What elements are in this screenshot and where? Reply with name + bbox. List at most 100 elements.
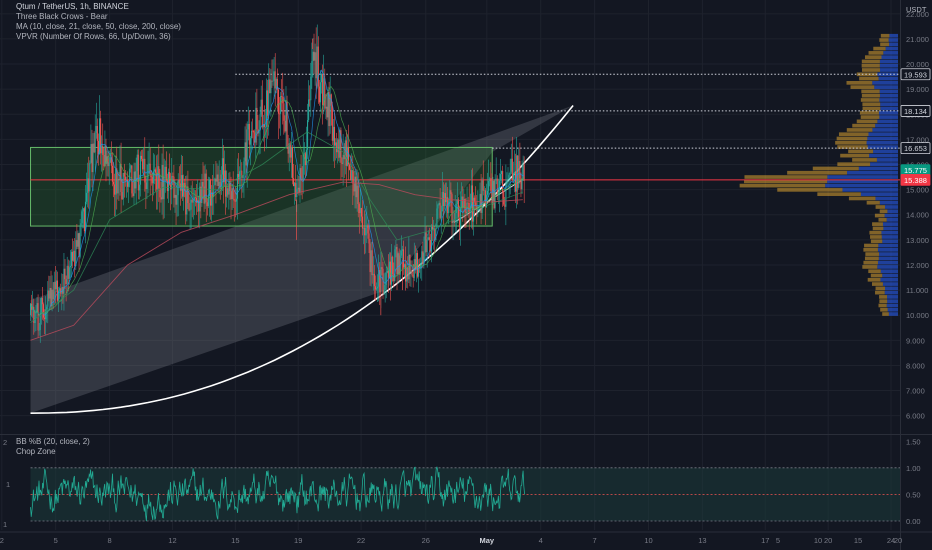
candle-body [409,254,411,273]
candle-body [228,181,230,195]
candle-body [249,138,251,145]
candle-body [55,280,57,290]
candle-body [138,184,140,191]
candle-body [118,178,120,180]
vp-row-up [825,183,898,188]
candle-body [357,185,359,205]
vp-row-down [874,213,885,218]
vp-row-down [861,93,880,98]
vp-row-down [880,307,888,312]
candle-body [258,130,260,134]
candle-body [145,182,147,190]
candle-body [230,191,232,200]
vp-row-up [883,226,898,231]
vp-row-down [878,303,887,308]
candle-body [411,270,413,275]
candle-body [461,196,463,209]
price-tick-label: 9.000 [906,336,925,345]
candle-body [65,279,67,285]
vp-row-up [888,312,898,316]
candle-body [117,178,119,194]
candle-body [520,178,522,190]
candle-body [194,197,196,199]
candle-body [178,179,180,184]
candle-body [432,227,434,231]
candle-body [35,311,37,318]
vp-row-down [879,38,889,42]
vp-scale-label: 10 [814,536,822,545]
candle-body [68,267,70,279]
legend-bb[interactable]: BB %B (20, close, 2) [16,437,90,446]
price-tick-label: 11.000 [906,286,928,295]
candle-body [250,130,253,139]
vp-row-up [885,46,898,51]
candle-body [338,139,340,158]
candle-body [236,173,239,199]
candle-body [318,86,320,103]
candle-body [519,160,521,179]
vp-row-down [787,170,848,175]
candle-body [436,208,438,229]
vp-row-down [879,209,888,214]
candle-body [508,174,510,179]
candle-body [80,223,82,226]
legend-symbol[interactable]: Qtum / TetherUS, 1h, BINANCE [16,2,129,11]
vp-row-up [847,170,898,175]
vp-row-up [882,222,898,226]
candle-body [174,194,176,198]
candle-body [463,198,465,208]
vp-row-up [878,256,898,261]
candle-body [156,172,158,190]
candle-body [105,145,107,164]
candle-body [199,186,201,212]
candle-body [421,251,423,265]
vp-row-down [852,158,877,162]
candle-body [351,170,353,180]
candle-body [402,249,405,268]
candle-body [103,154,105,167]
price-tick-label: 14.000 [906,211,929,220]
candle-body [244,142,246,162]
candle-body [220,174,222,189]
candle-body [277,89,279,114]
candle-body [214,178,216,186]
price-bubble-label: 18.134 [904,107,927,116]
vp-row-up [881,55,898,59]
candle-body [366,225,368,228]
time-tick-label: 24 [887,536,895,545]
candle-body [372,273,374,276]
vp-row-down [862,106,881,111]
candle-body [221,158,223,175]
candle-body [126,179,129,187]
vp-row-up [877,265,898,269]
legend-chop[interactable]: Chop Zone [16,447,56,456]
ma-200-line [30,181,523,341]
vp-row-up [842,188,898,192]
legend-vpvr[interactable]: VPVR (Number Of Rows, 66, Up/Down, 36) [16,32,171,41]
legend-ma[interactable]: MA (10, close, 21, close, 50, close, 200… [16,22,181,31]
candle-body [59,288,61,291]
vp-row-down [875,205,885,209]
candle-body [386,270,388,273]
candle-body [149,163,151,176]
vp-row-up [888,38,898,42]
candle-body [123,172,125,177]
candle-body [388,261,391,278]
currency-label[interactable]: USDT [906,5,927,14]
candle-body [475,202,477,206]
legend-pattern[interactable]: Three Black Crows - Bear [16,12,108,21]
candle-body [347,146,350,165]
candle-body [371,250,373,276]
candle-body [157,166,159,190]
candle-body [33,306,35,324]
vp-row-down [777,188,843,192]
candle-body [472,197,475,222]
candle-body [353,183,355,192]
vp-row-up [875,196,898,201]
candle-body [513,172,516,175]
candle-body [489,178,491,181]
candle-body [121,191,123,200]
vp-row-up [827,179,898,184]
candle-body [310,76,312,101]
